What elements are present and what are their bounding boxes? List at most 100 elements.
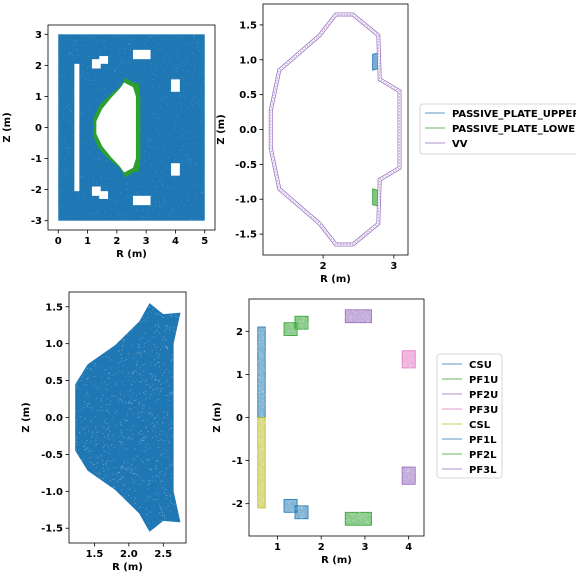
y-tick-label: -1.5 <box>41 524 63 535</box>
x-tick-label: 4 <box>405 542 412 553</box>
y-tick-label: 3 <box>35 30 42 41</box>
coil-hole-pf3l <box>171 163 180 176</box>
x-axis-label: R (m) <box>320 274 351 285</box>
chart-panel-top-left: 0 1 2 3 4 5 -3 -2 -1 0 1 2 3 R (m) Z (m) <box>2 24 216 260</box>
coil-block <box>401 349 416 369</box>
y-tick-label: 0.0 <box>239 125 257 136</box>
coil-hole-pf1u <box>91 59 101 69</box>
axes-frame <box>262 3 409 256</box>
coil-block <box>294 315 309 330</box>
legend-frame <box>419 103 576 155</box>
x-tick-label: 2.0 <box>120 549 138 560</box>
y-axis-label: Z (m) <box>216 114 227 144</box>
coil-hole-pf1l <box>91 186 101 196</box>
chart-panel-bottom-right: 1 2 3 4 -2 -1 0 1 2 R (m) Z (m) CSU PF1U PF2U PF3U CSL P… <box>212 298 503 566</box>
y-tick-label: -2 <box>31 185 42 196</box>
plasma-interior <box>96 82 136 173</box>
x-tick-label: 2 <box>320 261 327 272</box>
legend-label: PF2L <box>469 450 497 461</box>
coil-hole-pf1l_b <box>99 191 109 199</box>
y-tick-label: -1 <box>232 456 243 467</box>
coil-block <box>344 308 372 324</box>
legend-label: PASSIVE_PLATE_LOWER <box>452 124 576 135</box>
x-tick-label: 2 <box>318 542 325 553</box>
legend-frame <box>436 353 503 479</box>
x-tick-label: 1 <box>84 236 91 247</box>
coil-hole-cs <box>74 63 80 192</box>
plot-area <box>57 33 205 221</box>
x-tick-label: 5 <box>201 236 208 247</box>
y-tick-label: 1.5 <box>45 302 63 313</box>
chart-panel-top-right: 2 3 -1.5 -1.0 -0.5 0.0 0.5 1.0 1.5 R (m) Z (m) PASS… <box>216 3 576 285</box>
coil-hole-pf2l <box>132 195 151 206</box>
legend-label: PASSIVE_PLATE_UPPER <box>452 109 576 120</box>
x-tick-label: 2.5 <box>154 549 172 560</box>
y-tick-label: -3 <box>31 216 42 227</box>
coil-hole-pf1u_b <box>99 56 109 64</box>
y-tick-label: 1.0 <box>45 339 63 350</box>
series-csu <box>256 326 267 418</box>
legend: PASSIVE_PLATE_UPPER PASSIVE_PLATE_LOWER VV <box>419 103 576 155</box>
plot-area <box>268 12 402 247</box>
coil-hole-pf2u <box>132 49 151 60</box>
x-tick-label: 2 <box>113 236 120 247</box>
coil-block <box>256 326 267 418</box>
y-tick-label: 0.0 <box>45 413 63 424</box>
y-tick-label: -0.5 <box>41 450 63 461</box>
x-axis-label: R (m) <box>112 562 143 573</box>
y-tick-label: -1 <box>31 154 42 165</box>
y-tick-label: 2 <box>236 327 243 338</box>
x-tick-label: 0 <box>55 236 62 247</box>
legend-label: PF3U <box>469 405 498 416</box>
legend-label: CSL <box>469 420 491 431</box>
coil-hole-pf3u <box>171 79 180 92</box>
y-tick-label: 1 <box>35 92 42 103</box>
x-tick-label: 3 <box>390 261 397 272</box>
x-axis-label: R (m) <box>116 249 147 260</box>
y-tick-label: -1.0 <box>41 487 63 498</box>
y-tick-label: 0.5 <box>239 90 257 101</box>
y-tick-label: 2 <box>35 61 42 72</box>
y-axis-label: Z (m) <box>2 112 13 142</box>
legend-label: PF3L <box>469 465 497 476</box>
plot-area <box>256 308 417 526</box>
coil-block <box>401 466 417 485</box>
series-pf2l <box>344 511 373 526</box>
y-tick-label: 0 <box>35 123 42 134</box>
y-tick-label: -0.5 <box>235 160 257 171</box>
y-tick-label: -1.0 <box>235 195 257 206</box>
chart-panel-bottom-left: 1.5 2.0 2.5 -1.5 -1.0 -0.5 0.0 0.5 1.0 1.5 R (m) Z … <box>21 291 187 573</box>
y-tick-label: -2 <box>232 499 243 510</box>
plot-area <box>75 303 181 532</box>
y-tick-label: 0.5 <box>45 376 63 387</box>
coil-block <box>344 511 373 526</box>
axes-frame <box>248 298 425 537</box>
mesh-region-plasma <box>75 303 181 532</box>
y-tick-label: 1.0 <box>239 55 257 66</box>
legend-label: CSU <box>469 360 492 371</box>
y-tick-label: -1.5 <box>235 230 257 241</box>
legend-label: PF1L <box>469 435 497 446</box>
legend: CSU PF1U PF2U PF3U CSL PF1L PF2L PF3L <box>436 353 503 479</box>
x-tick-label: 1 <box>274 542 281 553</box>
series-pf3u <box>401 349 416 369</box>
series-pf1l <box>283 498 309 520</box>
x-tick-label: 3 <box>361 542 368 553</box>
x-tick-label: 4 <box>172 236 179 247</box>
y-axis-label: Z (m) <box>212 402 223 432</box>
legend-label: VV <box>452 139 468 150</box>
legend-label: PF1U <box>469 375 498 386</box>
series-vv <box>268 12 402 247</box>
y-tick-label: 0 <box>236 413 243 424</box>
series-pf3l <box>401 466 417 485</box>
x-tick-label: 3 <box>143 236 150 247</box>
x-tick-label: 1.5 <box>86 549 104 560</box>
x-axis-label: R (m) <box>321 555 352 566</box>
y-axis-label: Z (m) <box>21 402 32 432</box>
y-tick-label: 1.5 <box>239 20 257 31</box>
coil-block <box>256 417 267 510</box>
series-csl <box>256 417 267 510</box>
series-pf2u <box>344 308 372 324</box>
coil-block <box>294 505 309 520</box>
